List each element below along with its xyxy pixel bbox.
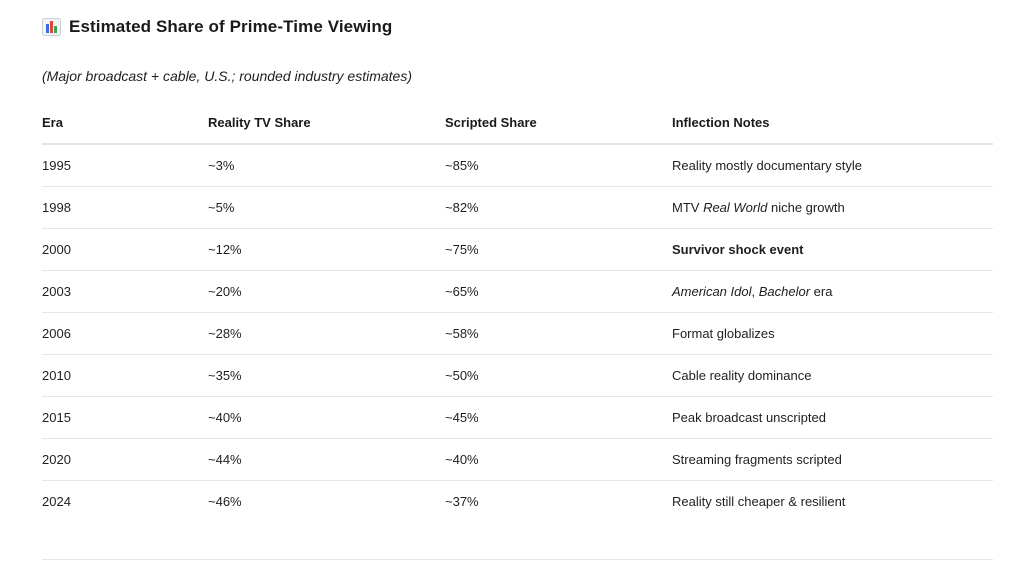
table-row: 2010 ~35% ~50% Cable reality dominance <box>42 354 993 397</box>
note-segment: Format globalizes <box>672 325 775 341</box>
table-row: 1998 ~5% ~82% MTV Real World niche growth <box>42 186 993 229</box>
note-segment: niche growth <box>767 199 845 215</box>
table-row: 2003 ~20% ~65% American Idol, Bachelor era <box>42 270 993 313</box>
cell-inflection-note: Reality still cheaper & resilient <box>672 480 993 522</box>
column-header-inflection-notes: Inflection Notes <box>672 102 993 145</box>
cell-inflection-note: Reality mostly documentary style <box>672 144 993 187</box>
page-subtitle: (Major broadcast + cable, U.S.; rounded … <box>42 68 413 84</box>
column-header-scripted-share: Scripted Share <box>445 102 672 145</box>
table-row: 2000 ~12% ~75% Survivor shock event <box>42 228 993 271</box>
note-segment: Cable reality dominance <box>672 367 812 383</box>
table-body: 1995 ~3% ~85% Reality mostly documentary st… <box>42 144 993 522</box>
table-row: 1995 ~3% ~85% Reality mostly documentary st… <box>42 144 993 187</box>
note-segment: era <box>810 283 833 299</box>
bar-chart-icon <box>42 18 61 36</box>
bottom-divider <box>42 559 993 560</box>
cell-reality-share: ~12% <box>208 228 445 271</box>
cell-reality-share: ~20% <box>208 270 445 313</box>
cell-scripted-share: ~45% <box>445 396 672 439</box>
column-header-reality-share: Reality TV Share <box>208 102 445 145</box>
cell-reality-share: ~40% <box>208 396 445 439</box>
page-title: Estimated Share of Prime-Time Viewing <box>69 17 393 36</box>
cell-inflection-note: Format globalizes <box>672 312 993 355</box>
note-segment: MTV <box>672 199 704 215</box>
note-segment: Peak broadcast unscripted <box>672 409 826 425</box>
cell-era: 2024 <box>42 493 71 509</box>
table-row: 2015 ~40% ~45% Peak broadcast unscripted <box>42 396 993 439</box>
cell-inflection-note: Survivor shock event <box>672 228 993 271</box>
title-row: Estimated Share of Prime-Time Viewing <box>42 15 392 39</box>
note-segment: Streaming fragments scripted <box>672 451 842 467</box>
cell-inflection-note: Cable reality dominance <box>672 354 993 397</box>
cell-era: 1995 <box>42 144 208 187</box>
table-row: 2006 ~28% ~58% Format globalizes <box>42 312 993 355</box>
cell-reality-share: ~5% <box>208 186 445 229</box>
cell-scripted-share: ~85% <box>445 144 672 187</box>
note-segment: American Idol <box>672 283 752 299</box>
cell-reality-share: ~3% <box>208 144 445 187</box>
cell-inflection-note: Peak broadcast unscripted <box>672 396 993 439</box>
cell-inflection-note: American Idol, Bachelor era <box>672 270 993 313</box>
table-row: 2020 ~44% ~40% Streaming fragments scripted <box>42 438 993 481</box>
cell-era: 2000 <box>42 228 208 271</box>
cell-inflection-note: Streaming fragments scripted <box>672 438 993 481</box>
note-segment: Reality mostly documentary style <box>672 157 863 173</box>
cell-reality-share: ~35% <box>208 354 445 397</box>
note-segment: Real World <box>703 199 768 215</box>
cell-scripted-share: ~75% <box>445 228 672 271</box>
cell-scripted-share: ~40% <box>445 438 672 481</box>
cell-scripted-share: ~50% <box>445 354 672 397</box>
table-row: 2024 ~46% ~37% Reality still cheaper & resi… <box>42 480 993 522</box>
cell-era: 2006 <box>42 312 208 355</box>
note-segment: Reality still cheaper & resilient <box>672 493 846 509</box>
note-segment: Survivor shock event <box>672 241 804 257</box>
note-segment: Bachelor <box>758 283 811 299</box>
cell-scripted-share: ~58% <box>445 312 672 355</box>
table-header-row: Era Reality TV Share Scripted Share Infl… <box>42 102 993 145</box>
viewing-share-table: Era Reality TV Share Scripted Share Infl… <box>42 102 993 522</box>
cell-reality-share: ~46% <box>208 493 242 509</box>
cell-era: 2020 <box>42 438 208 481</box>
cell-era: 2015 <box>42 396 208 439</box>
cell-inflection-note: MTV Real World niche growth <box>672 186 993 229</box>
column-header-era: Era <box>42 102 208 145</box>
cell-scripted-share: ~37% <box>445 493 479 509</box>
cell-reality-share: ~44% <box>208 438 445 481</box>
cell-era: 1998 <box>42 186 208 229</box>
note-segment: , <box>751 283 759 299</box>
cell-era: 2010 <box>42 354 208 397</box>
cell-scripted-share: ~65% <box>445 270 672 313</box>
cell-scripted-share: ~82% <box>445 186 672 229</box>
cell-reality-share: ~28% <box>208 312 445 355</box>
cell-era: 2003 <box>42 270 208 313</box>
